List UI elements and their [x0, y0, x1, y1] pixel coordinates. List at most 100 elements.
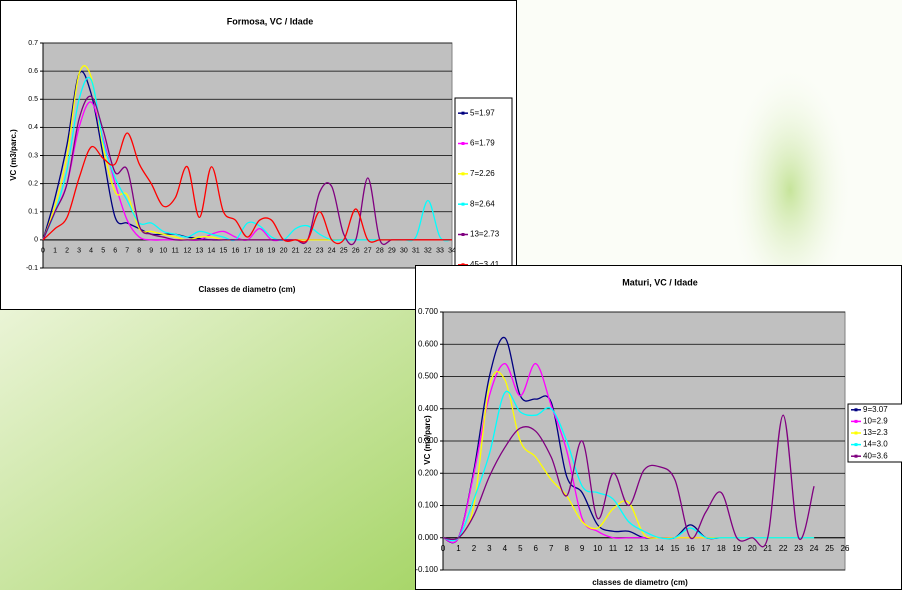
legend-label: 6=1.79 — [470, 139, 495, 148]
x-axis-label: classes de diametro (cm) — [592, 578, 688, 587]
decoration-box — [0, 310, 415, 590]
legend-label: 14=3.0 — [863, 440, 888, 449]
x-tick-label: 30 — [400, 248, 408, 255]
x-tick-label: 20 — [748, 544, 757, 553]
x-tick-label: 22 — [304, 248, 312, 255]
x-tick-label: 17 — [701, 544, 710, 553]
legend-marker — [854, 419, 858, 423]
y-axis-label: VC (m3/parc.) — [9, 129, 18, 181]
x-tick-label: 16 — [686, 544, 695, 553]
y-tick-label: 0.7 — [28, 40, 38, 47]
x-tick-label: 28 — [376, 248, 384, 255]
x-axis-label: Classes de diametro (cm) — [199, 285, 296, 294]
x-tick-label: 32 — [424, 248, 432, 255]
legend-marker — [461, 233, 465, 236]
y-tick-label: 0.1 — [28, 209, 38, 216]
x-tick-label: 22 — [779, 544, 788, 553]
x-tick-label: 8 — [564, 544, 569, 553]
series-line — [442, 414, 815, 548]
x-tick-label: 25 — [825, 544, 834, 553]
x-tick-label: 21 — [763, 544, 772, 553]
legend-marker — [461, 202, 465, 206]
x-tick-label: 18 — [256, 248, 264, 255]
x-tick-label: 17 — [244, 248, 252, 255]
x-tick-label: 11 — [609, 544, 618, 553]
x-tick-label: 0 — [441, 544, 446, 553]
x-tick-label: 25 — [340, 248, 348, 255]
y-tick-label: -0.1 — [26, 265, 38, 272]
legend-marker — [854, 443, 858, 447]
x-tick-label: 10 — [159, 248, 167, 255]
legend-label: 40=3.6 — [863, 451, 888, 460]
legend-marker — [854, 454, 858, 458]
x-tick-label: 14 — [208, 248, 216, 255]
x-tick-label: 12 — [183, 248, 191, 255]
legend-marker — [854, 408, 858, 412]
x-tick-label: 1 — [456, 544, 461, 553]
x-tick-label: 26 — [841, 544, 850, 553]
y-tick-label: 0.2 — [28, 180, 38, 187]
legend-label: 7=2.26 — [470, 169, 495, 178]
y-tick-label: 0 — [34, 237, 38, 244]
series-line — [42, 95, 452, 246]
x-tick-label: 21 — [292, 248, 300, 255]
legend-marker — [461, 111, 465, 115]
y-tick-label: 0.5 — [28, 96, 38, 103]
legend-marker — [461, 263, 465, 267]
x-tick-label: 23 — [794, 544, 803, 553]
x-tick-label: 7 — [549, 544, 554, 553]
x-tick-label: 9 — [149, 248, 153, 255]
x-tick-label: 24 — [328, 248, 336, 255]
legend-marker — [854, 431, 858, 435]
x-tick-label: 12 — [624, 544, 633, 553]
x-tick-label: 5 — [101, 248, 105, 255]
x-tick-label: 29 — [388, 248, 396, 255]
y-axis-label: VC (m3/parc) — [423, 415, 432, 465]
y-tick-label: 0.700 — [418, 307, 439, 316]
x-tick-label: 26 — [352, 248, 360, 255]
x-tick-label: 19 — [732, 544, 741, 553]
legend-marker — [461, 172, 465, 176]
legend-label: 8=2.64 — [470, 199, 495, 208]
legend-label: 5=1.97 — [470, 108, 495, 117]
chart-title: Maturi, VC / Idade — [622, 277, 698, 287]
x-tick-label: 20 — [280, 248, 288, 255]
x-tick-label: 2 — [472, 544, 477, 553]
x-tick-label: 15 — [220, 248, 228, 255]
y-tick-label: 0.4 — [28, 124, 38, 131]
x-tick-label: 27 — [364, 248, 372, 255]
legend-marker — [461, 142, 465, 145]
legend-label: 13=2.3 — [863, 428, 888, 437]
y-tick-label: 0.200 — [418, 468, 439, 477]
series-line — [42, 132, 452, 245]
x-tick-label: 24 — [810, 544, 819, 553]
y-tick-label: -0.100 — [415, 565, 438, 574]
x-tick-label: 1 — [53, 248, 57, 255]
y-tick-label: 0.300 — [418, 436, 439, 445]
x-tick-label: 8 — [137, 248, 141, 255]
y-tick-label: 0.000 — [418, 533, 439, 542]
y-tick-label: 0.400 — [418, 404, 439, 413]
x-tick-label: 33 — [436, 248, 444, 255]
x-tick-label: 5 — [518, 544, 523, 553]
legend-label: 13=2.73 — [470, 230, 500, 239]
x-tick-label: 23 — [316, 248, 324, 255]
x-tick-label: 18 — [717, 544, 726, 553]
y-tick-label: 0.500 — [418, 372, 439, 381]
x-tick-label: 11 — [172, 248, 179, 255]
x-tick-label: 6 — [113, 248, 117, 255]
x-tick-label: 3 — [77, 248, 81, 255]
y-tick-label: 0.3 — [28, 152, 38, 159]
legend-label: 45=3.41 — [470, 260, 500, 269]
x-tick-label: 4 — [503, 544, 508, 553]
x-tick-label: 10 — [593, 544, 602, 553]
x-tick-label: 14 — [655, 544, 664, 553]
x-tick-label: 3 — [487, 544, 492, 553]
x-tick-label: 15 — [670, 544, 679, 553]
legend-box — [454, 97, 513, 281]
x-tick-label: 0 — [41, 248, 45, 255]
x-tick-label: 31 — [412, 248, 420, 255]
x-tick-label: 7 — [125, 248, 129, 255]
legend-label: 9=3.07 — [863, 405, 888, 414]
x-tick-label: 2 — [65, 248, 69, 255]
